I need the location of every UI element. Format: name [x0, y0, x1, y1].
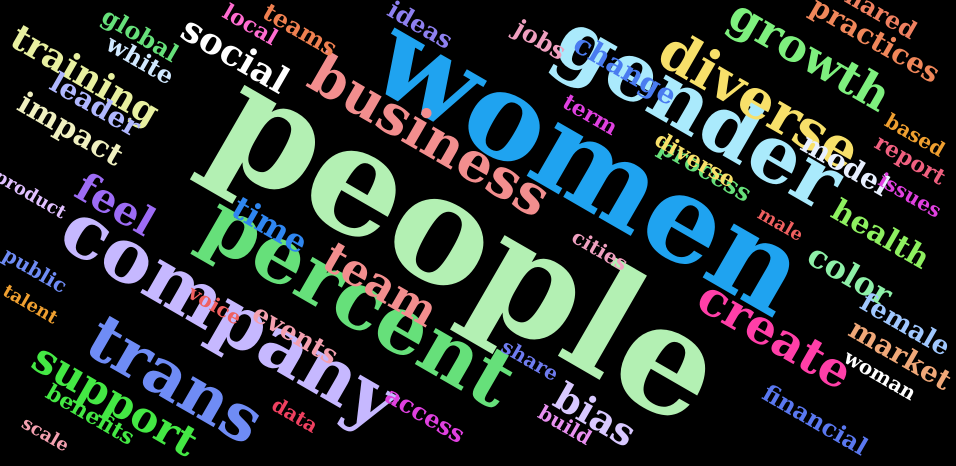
word-financial: financial — [757, 377, 873, 462]
word-scale: scale — [17, 412, 73, 457]
word-product: product — [0, 165, 70, 224]
